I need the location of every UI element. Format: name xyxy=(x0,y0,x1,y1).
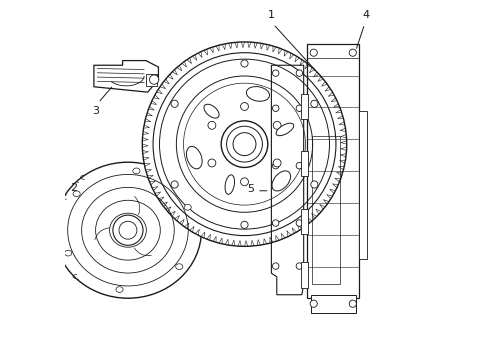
Bar xyxy=(300,94,307,119)
Circle shape xyxy=(171,100,178,107)
Circle shape xyxy=(272,263,278,269)
Circle shape xyxy=(240,178,248,186)
Ellipse shape xyxy=(224,175,234,194)
Bar xyxy=(306,44,359,298)
Ellipse shape xyxy=(116,287,123,292)
Ellipse shape xyxy=(276,123,293,136)
Text: 5: 5 xyxy=(247,184,254,194)
Polygon shape xyxy=(271,65,303,295)
Bar xyxy=(145,74,156,86)
Circle shape xyxy=(296,220,302,226)
Circle shape xyxy=(241,60,247,67)
Ellipse shape xyxy=(54,162,201,298)
Ellipse shape xyxy=(246,86,269,101)
Ellipse shape xyxy=(64,250,72,256)
Polygon shape xyxy=(94,60,158,92)
Ellipse shape xyxy=(133,168,140,174)
Circle shape xyxy=(348,49,356,56)
Circle shape xyxy=(273,159,281,167)
Circle shape xyxy=(272,70,278,76)
Ellipse shape xyxy=(271,171,290,191)
Circle shape xyxy=(149,75,159,84)
Circle shape xyxy=(296,70,302,76)
Text: 3: 3 xyxy=(92,107,99,117)
Text: 1: 1 xyxy=(267,10,274,21)
Circle shape xyxy=(296,105,302,112)
Circle shape xyxy=(171,181,178,188)
Ellipse shape xyxy=(203,104,219,118)
Circle shape xyxy=(273,121,281,129)
Circle shape xyxy=(296,263,302,269)
Bar xyxy=(300,151,307,176)
Bar xyxy=(359,111,366,259)
Bar xyxy=(306,44,359,313)
Circle shape xyxy=(240,103,248,111)
Ellipse shape xyxy=(186,147,202,169)
Circle shape xyxy=(272,105,278,112)
Text: 4: 4 xyxy=(362,10,369,21)
Circle shape xyxy=(309,49,317,56)
Bar xyxy=(300,262,307,288)
Ellipse shape xyxy=(175,264,183,270)
Ellipse shape xyxy=(184,204,191,210)
Bar xyxy=(311,136,340,284)
Circle shape xyxy=(310,181,317,188)
Bar xyxy=(300,209,307,234)
Circle shape xyxy=(310,100,317,107)
Circle shape xyxy=(207,159,215,167)
Circle shape xyxy=(309,300,317,307)
Bar xyxy=(310,295,355,313)
Circle shape xyxy=(113,215,142,245)
Circle shape xyxy=(272,220,278,226)
Circle shape xyxy=(272,162,278,169)
Circle shape xyxy=(221,121,267,167)
Circle shape xyxy=(241,221,247,228)
Circle shape xyxy=(207,121,215,129)
Circle shape xyxy=(142,42,346,246)
Circle shape xyxy=(296,162,302,169)
Circle shape xyxy=(348,300,356,307)
Ellipse shape xyxy=(73,191,80,197)
Text: 2: 2 xyxy=(70,183,78,193)
